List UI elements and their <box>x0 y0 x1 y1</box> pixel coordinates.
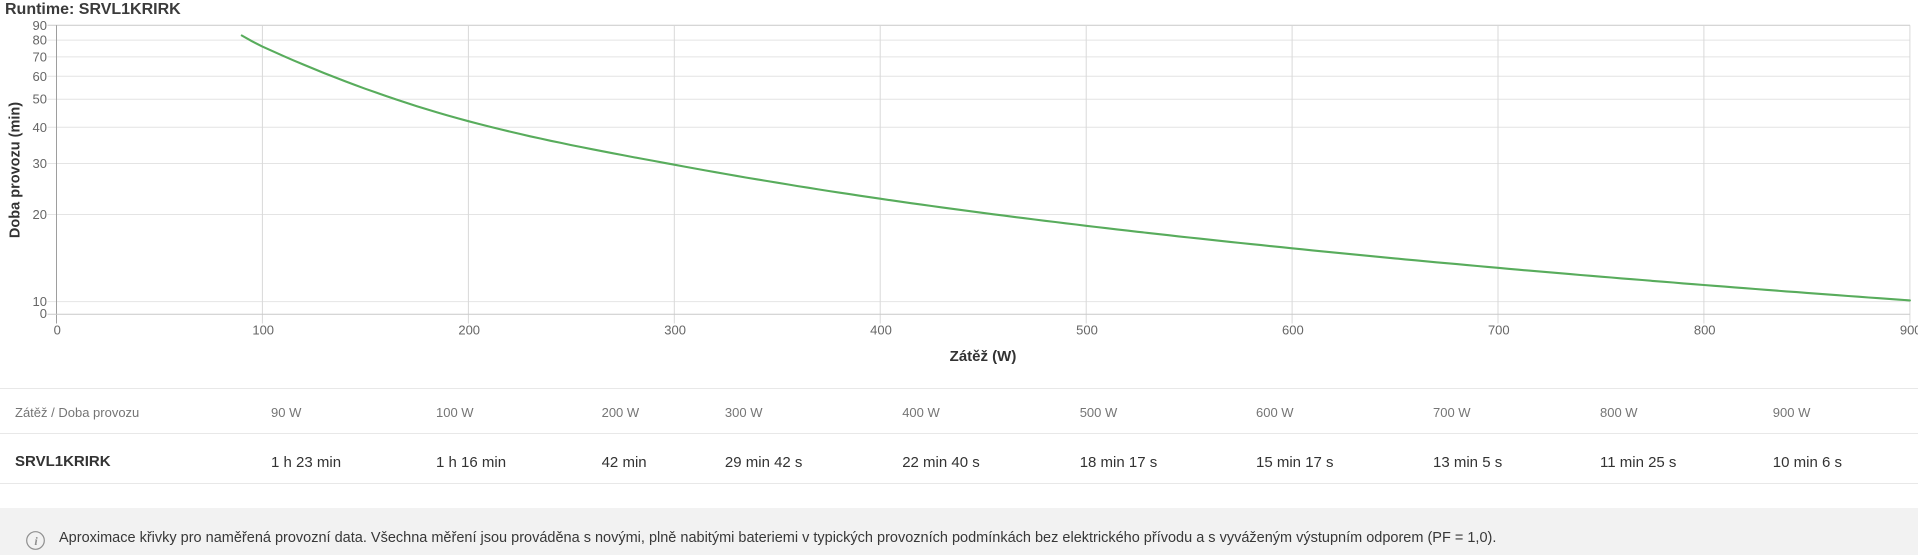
svg-text:50: 50 <box>33 92 47 107</box>
svg-text:100: 100 <box>252 323 274 338</box>
svg-text:900: 900 <box>1900 323 1918 338</box>
svg-text:Doba provozu (min): Doba provozu (min) <box>8 102 24 238</box>
svg-text:600: 600 <box>1282 323 1304 338</box>
svg-text:500: 500 <box>1076 323 1098 338</box>
svg-text:700: 700 <box>1488 323 1510 338</box>
svg-text:300: 300 <box>664 323 686 338</box>
svg-text:40: 40 <box>33 120 47 135</box>
svg-text:90: 90 <box>33 18 47 33</box>
svg-text:30: 30 <box>33 156 47 171</box>
svg-text:400: 400 <box>870 323 892 338</box>
svg-text:10: 10 <box>33 294 47 309</box>
svg-text:70: 70 <box>33 49 47 64</box>
svg-text:Zátěž (W): Zátěž (W) <box>950 348 1017 365</box>
svg-text:20: 20 <box>33 207 47 222</box>
svg-text:0: 0 <box>54 323 61 338</box>
svg-text:80: 80 <box>33 33 47 48</box>
svg-text:0: 0 <box>40 306 47 321</box>
svg-text:60: 60 <box>33 69 47 84</box>
svg-text:i: i <box>34 534 38 548</box>
svg-text:800: 800 <box>1694 323 1716 338</box>
svg-text:200: 200 <box>458 323 480 338</box>
